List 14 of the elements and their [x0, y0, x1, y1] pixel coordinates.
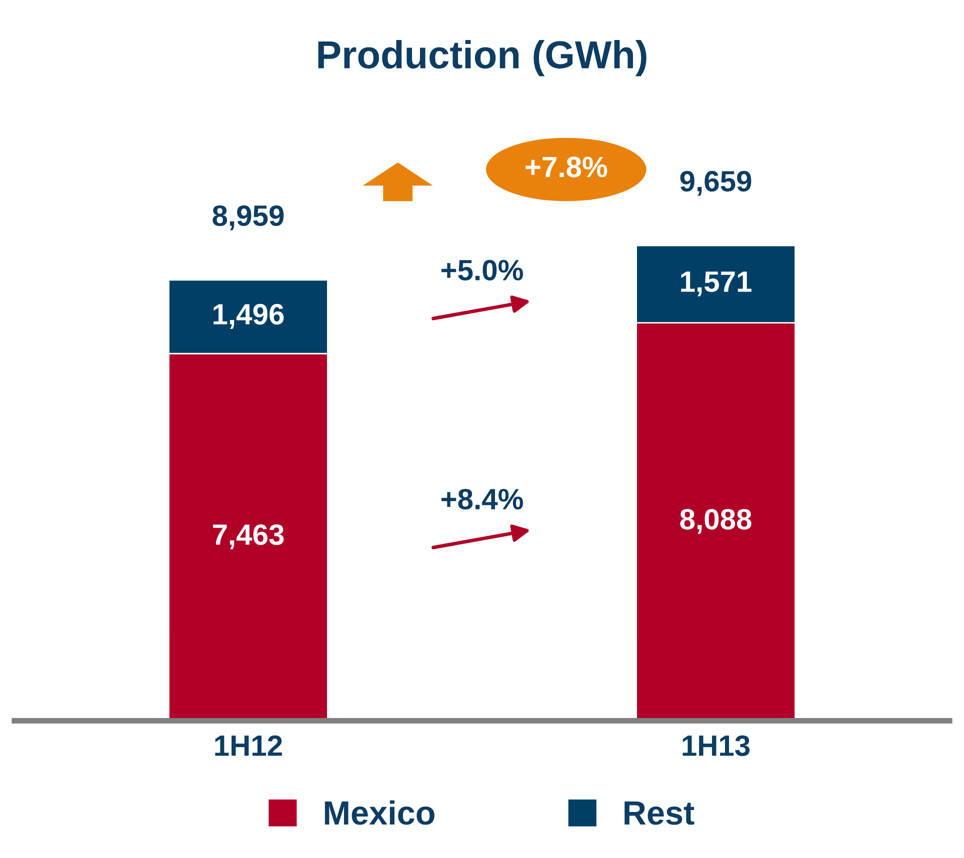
- data-label: 8,088: [680, 508, 752, 534]
- data-label: 1,496: [214, 304, 284, 329]
- text: +7.8%: [526, 156, 608, 178]
- legend-label: Rest: [624, 802, 694, 825]
- annotation: +8.4%: [441, 488, 523, 510]
- data-label: 1,571: [681, 272, 752, 296]
- x-tick-label: 1H13: [682, 735, 750, 756]
- annotation: +5.0%: [441, 260, 523, 280]
- legend-label: Mexico: [324, 800, 434, 825]
- total-label: 8,959: [212, 205, 284, 230]
- x-tick-label: 1H12: [215, 735, 282, 756]
- chart-title: Production (GWh): [318, 40, 646, 76]
- total-label: 9,659: [680, 170, 752, 196]
- data-label: 7,463: [212, 524, 284, 550]
